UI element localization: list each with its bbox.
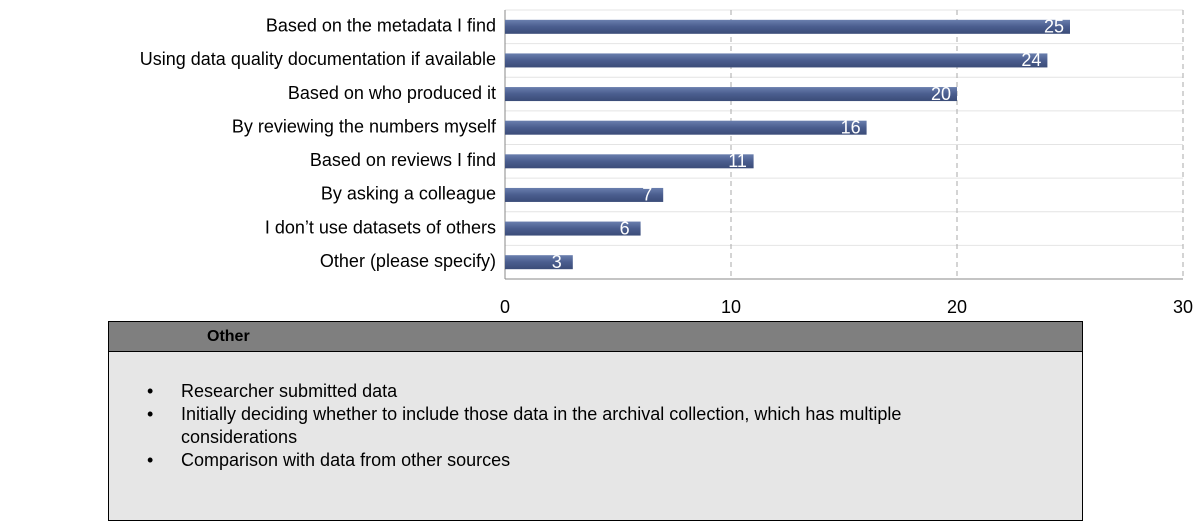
x-tick-label: 0 (500, 297, 510, 317)
y-tick-label: Based on the metadata I find (266, 16, 496, 36)
bar (505, 255, 573, 270)
bar (505, 221, 641, 236)
value-label: 24 (1021, 50, 1041, 70)
value-label: 11 (728, 151, 747, 171)
bar (505, 19, 1070, 34)
x-tick-label: 10 (721, 297, 741, 317)
y-tick-label: Using data quality documentation if avai… (140, 49, 496, 69)
bar (505, 53, 1048, 68)
value-label: 7 (642, 185, 652, 205)
note-item: Initially deciding whether to include th… (147, 403, 1011, 449)
bar (505, 154, 754, 169)
y-tick-label: Based on reviews I find (310, 150, 496, 170)
note-title: Other (109, 322, 1082, 352)
value-label: 16 (841, 117, 861, 137)
y-tick-label: By reviewing the numbers myself (232, 116, 497, 136)
y-tick-label: By asking a colleague (321, 184, 496, 204)
y-tick-label: Based on who produced it (288, 83, 496, 103)
note-item: Comparison with data from other sources (147, 449, 1011, 472)
bar (505, 187, 664, 202)
bar (505, 120, 867, 135)
bar (505, 87, 957, 102)
note-list: Researcher submitted dataInitially decid… (109, 352, 1011, 472)
x-tick-label: 30 (1173, 297, 1193, 317)
note-box: Other Researcher submitted dataInitially… (108, 321, 1083, 521)
x-tick-label: 20 (947, 297, 967, 317)
y-tick-label: I don’t use datasets of others (265, 217, 496, 237)
value-label: 6 (620, 218, 630, 238)
value-label: 3 (552, 252, 562, 272)
value-label: 25 (1044, 17, 1064, 37)
value-label: 20 (931, 84, 951, 104)
note-item: Researcher submitted data (147, 380, 1011, 403)
y-tick-label: Other (please specify) (320, 251, 496, 271)
chart: 0 10 20 30 Based on the metadata I find 25 Usi… (140, 9, 1193, 317)
